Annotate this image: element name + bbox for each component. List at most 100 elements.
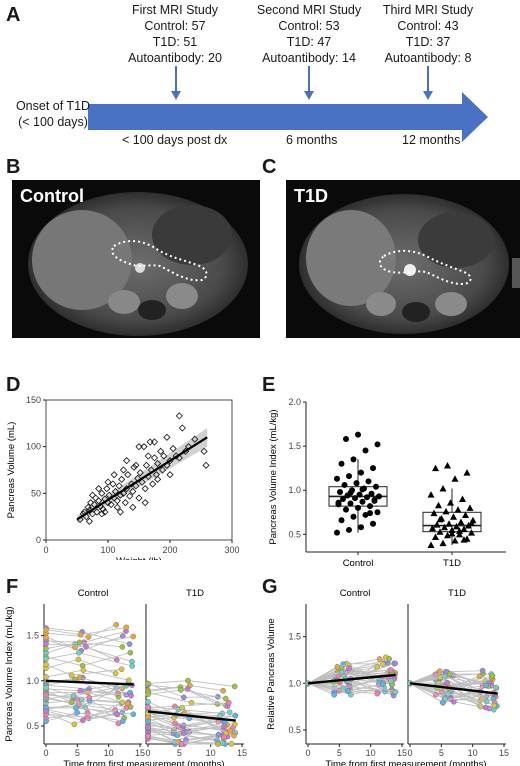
subject-point bbox=[392, 689, 399, 695]
subject-point bbox=[388, 678, 394, 684]
subject-point bbox=[43, 656, 49, 662]
liver bbox=[306, 210, 396, 306]
subject-point bbox=[179, 704, 185, 711]
y-tick-label: 0.5 bbox=[288, 725, 301, 735]
subject-point bbox=[231, 683, 238, 690]
trend-line-t1d bbox=[409, 682, 498, 695]
data-point bbox=[135, 443, 143, 451]
data-point bbox=[450, 513, 457, 520]
y-tick-label: 100 bbox=[26, 442, 41, 452]
data-point bbox=[441, 523, 448, 531]
panel-label-c: C bbox=[262, 156, 277, 178]
third-mri-t1d: T1D: 37 bbox=[405, 35, 451, 49]
longitudinal-chart-volume-index: Pancreas Volume Index (mL/kg) Time from f… bbox=[4, 588, 247, 766]
onset-line-2: (< 100 days) bbox=[18, 115, 88, 129]
timeline-arrows bbox=[88, 66, 488, 142]
liver bbox=[32, 210, 132, 310]
subject-point bbox=[479, 667, 486, 674]
data-point bbox=[104, 478, 112, 486]
data-point bbox=[448, 526, 456, 533]
x-tick-label: 10 bbox=[104, 748, 114, 758]
data-point bbox=[101, 508, 109, 516]
data-point bbox=[451, 475, 459, 482]
x-tick-label: 0 bbox=[145, 748, 150, 758]
x-tick-label: 10 bbox=[468, 748, 478, 758]
data-point bbox=[352, 495, 358, 502]
data-point bbox=[110, 471, 118, 479]
subject-point bbox=[376, 656, 383, 662]
subject-point bbox=[73, 705, 79, 711]
subject-point bbox=[130, 711, 137, 718]
subject-point bbox=[374, 690, 381, 697]
x-tick-label: 15 bbox=[237, 748, 247, 758]
subject-point bbox=[331, 692, 337, 698]
subject-point bbox=[145, 680, 151, 687]
subject-point bbox=[492, 684, 499, 691]
subject-point bbox=[483, 682, 489, 689]
subject-point bbox=[232, 712, 238, 719]
subject-point bbox=[68, 699, 75, 706]
y-tick-label: 50 bbox=[31, 488, 41, 498]
subject-point bbox=[125, 677, 132, 684]
data-point bbox=[368, 490, 375, 497]
data-point bbox=[456, 530, 463, 538]
data-point bbox=[463, 469, 471, 476]
subject-point bbox=[231, 732, 237, 739]
x-tick-label: 15 bbox=[397, 748, 407, 758]
data-point bbox=[200, 447, 208, 455]
subject-point bbox=[180, 694, 187, 701]
y-tick-label: 0.5 bbox=[288, 529, 301, 539]
data-point bbox=[124, 471, 132, 479]
mri-control-anatomy bbox=[28, 192, 248, 336]
mri-t1d-image: T1D bbox=[286, 180, 520, 338]
data-point bbox=[130, 463, 138, 471]
subject-point bbox=[226, 699, 232, 706]
data-point bbox=[453, 522, 460, 530]
data-point bbox=[140, 443, 148, 451]
scatter-chart-weight-volume: 0 100 200 300 0 50 100 150 Weight (lb) Pancreas V… bbox=[6, 395, 240, 560]
subject-point bbox=[74, 709, 80, 716]
plot-frame bbox=[45, 399, 233, 541]
panel-label-g: G bbox=[262, 576, 278, 598]
data-point bbox=[430, 509, 438, 517]
subject-point bbox=[75, 649, 82, 656]
second-mri-control: Control: 53 bbox=[278, 19, 340, 33]
subject-point bbox=[118, 666, 125, 673]
y-tick-label: 1.0 bbox=[288, 485, 301, 495]
x-tick-label: 0 bbox=[305, 748, 310, 758]
data-point bbox=[468, 529, 475, 536]
data-point bbox=[150, 454, 159, 462]
data-point bbox=[460, 525, 468, 533]
second-mri-study: Second MRI Study Control: 53 T1D: 47 Aut… bbox=[249, 2, 369, 66]
data-point bbox=[340, 496, 346, 503]
data-point bbox=[346, 526, 352, 533]
third-study-pointer-head bbox=[423, 91, 433, 100]
subject-point bbox=[43, 718, 49, 725]
data-point bbox=[158, 466, 167, 474]
subject-point bbox=[123, 624, 130, 631]
data-point bbox=[338, 517, 345, 524]
data-point bbox=[150, 438, 159, 446]
data-point bbox=[341, 481, 348, 488]
x-tick-label: 15 bbox=[135, 748, 145, 758]
aorta bbox=[135, 263, 145, 273]
data-point bbox=[160, 452, 168, 460]
data-point bbox=[95, 497, 103, 505]
subject-point bbox=[344, 688, 351, 694]
pancreas-outline bbox=[111, 240, 208, 282]
data-point bbox=[138, 478, 146, 486]
data-point bbox=[367, 503, 373, 510]
data-point bbox=[93, 508, 101, 516]
data-point bbox=[343, 436, 349, 443]
data-point bbox=[365, 478, 372, 485]
subject-point bbox=[80, 717, 86, 724]
data-point bbox=[142, 461, 151, 469]
data-point bbox=[141, 499, 149, 507]
subject-point bbox=[482, 704, 489, 711]
data-point bbox=[113, 503, 121, 511]
data-point bbox=[337, 489, 343, 495]
x-tick-label: 0 bbox=[43, 748, 48, 758]
subject-point bbox=[43, 634, 49, 641]
second-study-pointer-head bbox=[304, 91, 314, 100]
x-tick-label: 0 bbox=[407, 748, 412, 758]
